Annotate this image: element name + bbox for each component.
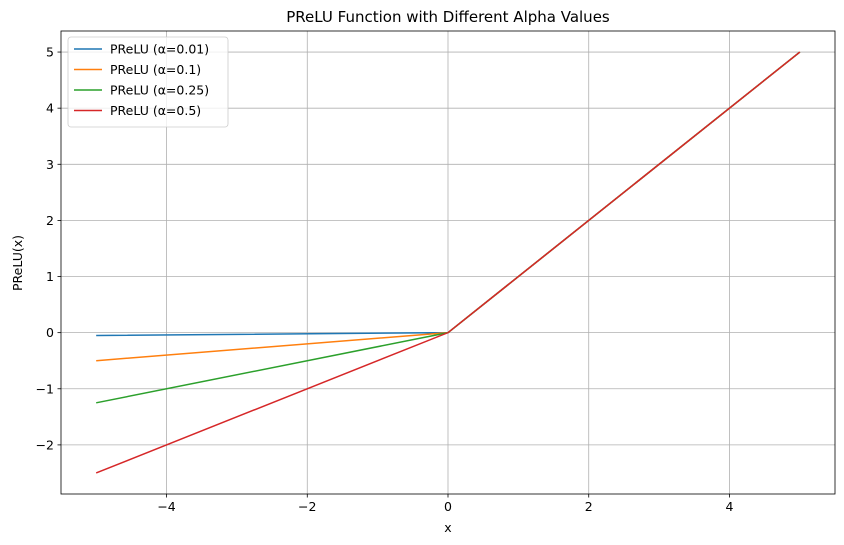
series-layer <box>95 51 801 474</box>
x-tick-label: 2 <box>585 499 593 514</box>
x-axis-label: x <box>444 520 451 535</box>
y-tick-label: −2 <box>36 437 54 452</box>
legend: PReLU (α=0.01) PReLU (α=0.1) PReLU (α=0.25… <box>67 36 229 128</box>
x-tick-label: 4 <box>725 499 733 514</box>
y-tick-label: 2 <box>46 213 54 228</box>
x-tick-label: 0 <box>444 499 452 514</box>
chart-title: PReLU Function with Different Alpha Valu… <box>286 8 610 26</box>
x-tick-label: −4 <box>157 499 175 514</box>
y-tick-label: −1 <box>36 381 54 396</box>
y-tick-label: 0 <box>46 325 54 340</box>
axis-ticks: −4 −2 0 2 4 −2 −1 0 1 2 3 4 5 <box>36 45 734 514</box>
legend-label-3: PReLU (α=0.5) <box>110 103 201 118</box>
legend-label-2: PReLU (α=0.25) <box>110 83 209 98</box>
y-tick-label: 3 <box>46 157 54 172</box>
y-tick-label: 4 <box>46 101 54 116</box>
legend-label-1: PReLU (α=0.1) <box>110 62 201 77</box>
series-line-3 <box>95 51 801 474</box>
y-tick-label: 1 <box>46 269 54 284</box>
legend-box <box>67 36 229 128</box>
legend-label-0: PReLU (α=0.01) <box>110 42 209 57</box>
y-tick-label: 5 <box>46 45 54 60</box>
y-axis-label: PReLU(x) <box>10 235 25 291</box>
x-tick-label: −2 <box>298 499 316 514</box>
